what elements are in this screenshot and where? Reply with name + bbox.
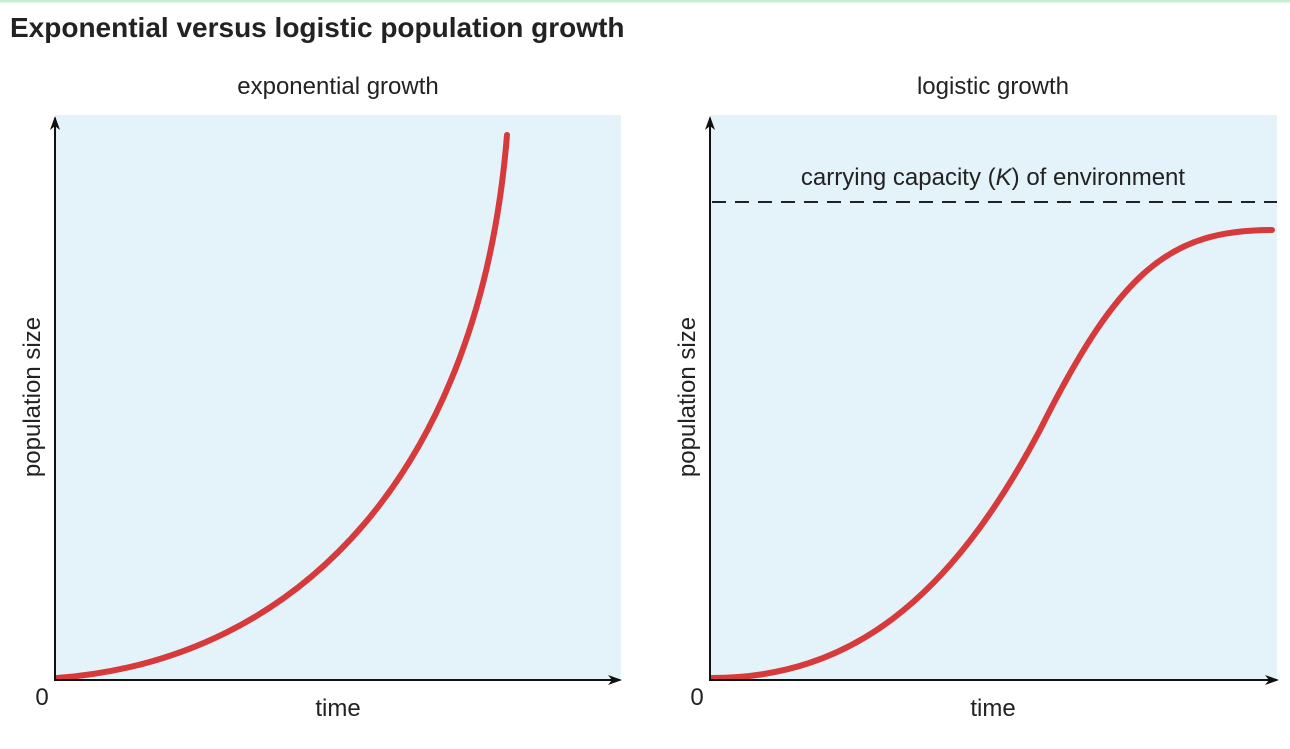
plot-area <box>710 115 1277 680</box>
exponential-curve <box>54 132 510 681</box>
capacity-label: carrying capacity (K) of environment <box>801 164 1185 191</box>
x-axis-label: time <box>315 695 360 722</box>
capacity-text: carrying capacity ( <box>801 164 996 191</box>
origin-label: 0 <box>35 684 48 711</box>
plot-area <box>55 115 621 680</box>
y-axis-label: population size <box>674 317 701 477</box>
capacity-symbol: K <box>996 164 1013 191</box>
capacity-text: ) of environment <box>1012 164 1186 191</box>
logistic-curve <box>709 227 1275 681</box>
panel-title: exponential growth <box>237 73 438 100</box>
origin-label: 0 <box>690 684 703 711</box>
y-axis-label: population size <box>19 317 46 477</box>
figure-title: Exponential versus logistic population g… <box>10 12 625 43</box>
panel-title: logistic growth <box>917 73 1069 100</box>
x-axis-label: time <box>970 695 1015 722</box>
